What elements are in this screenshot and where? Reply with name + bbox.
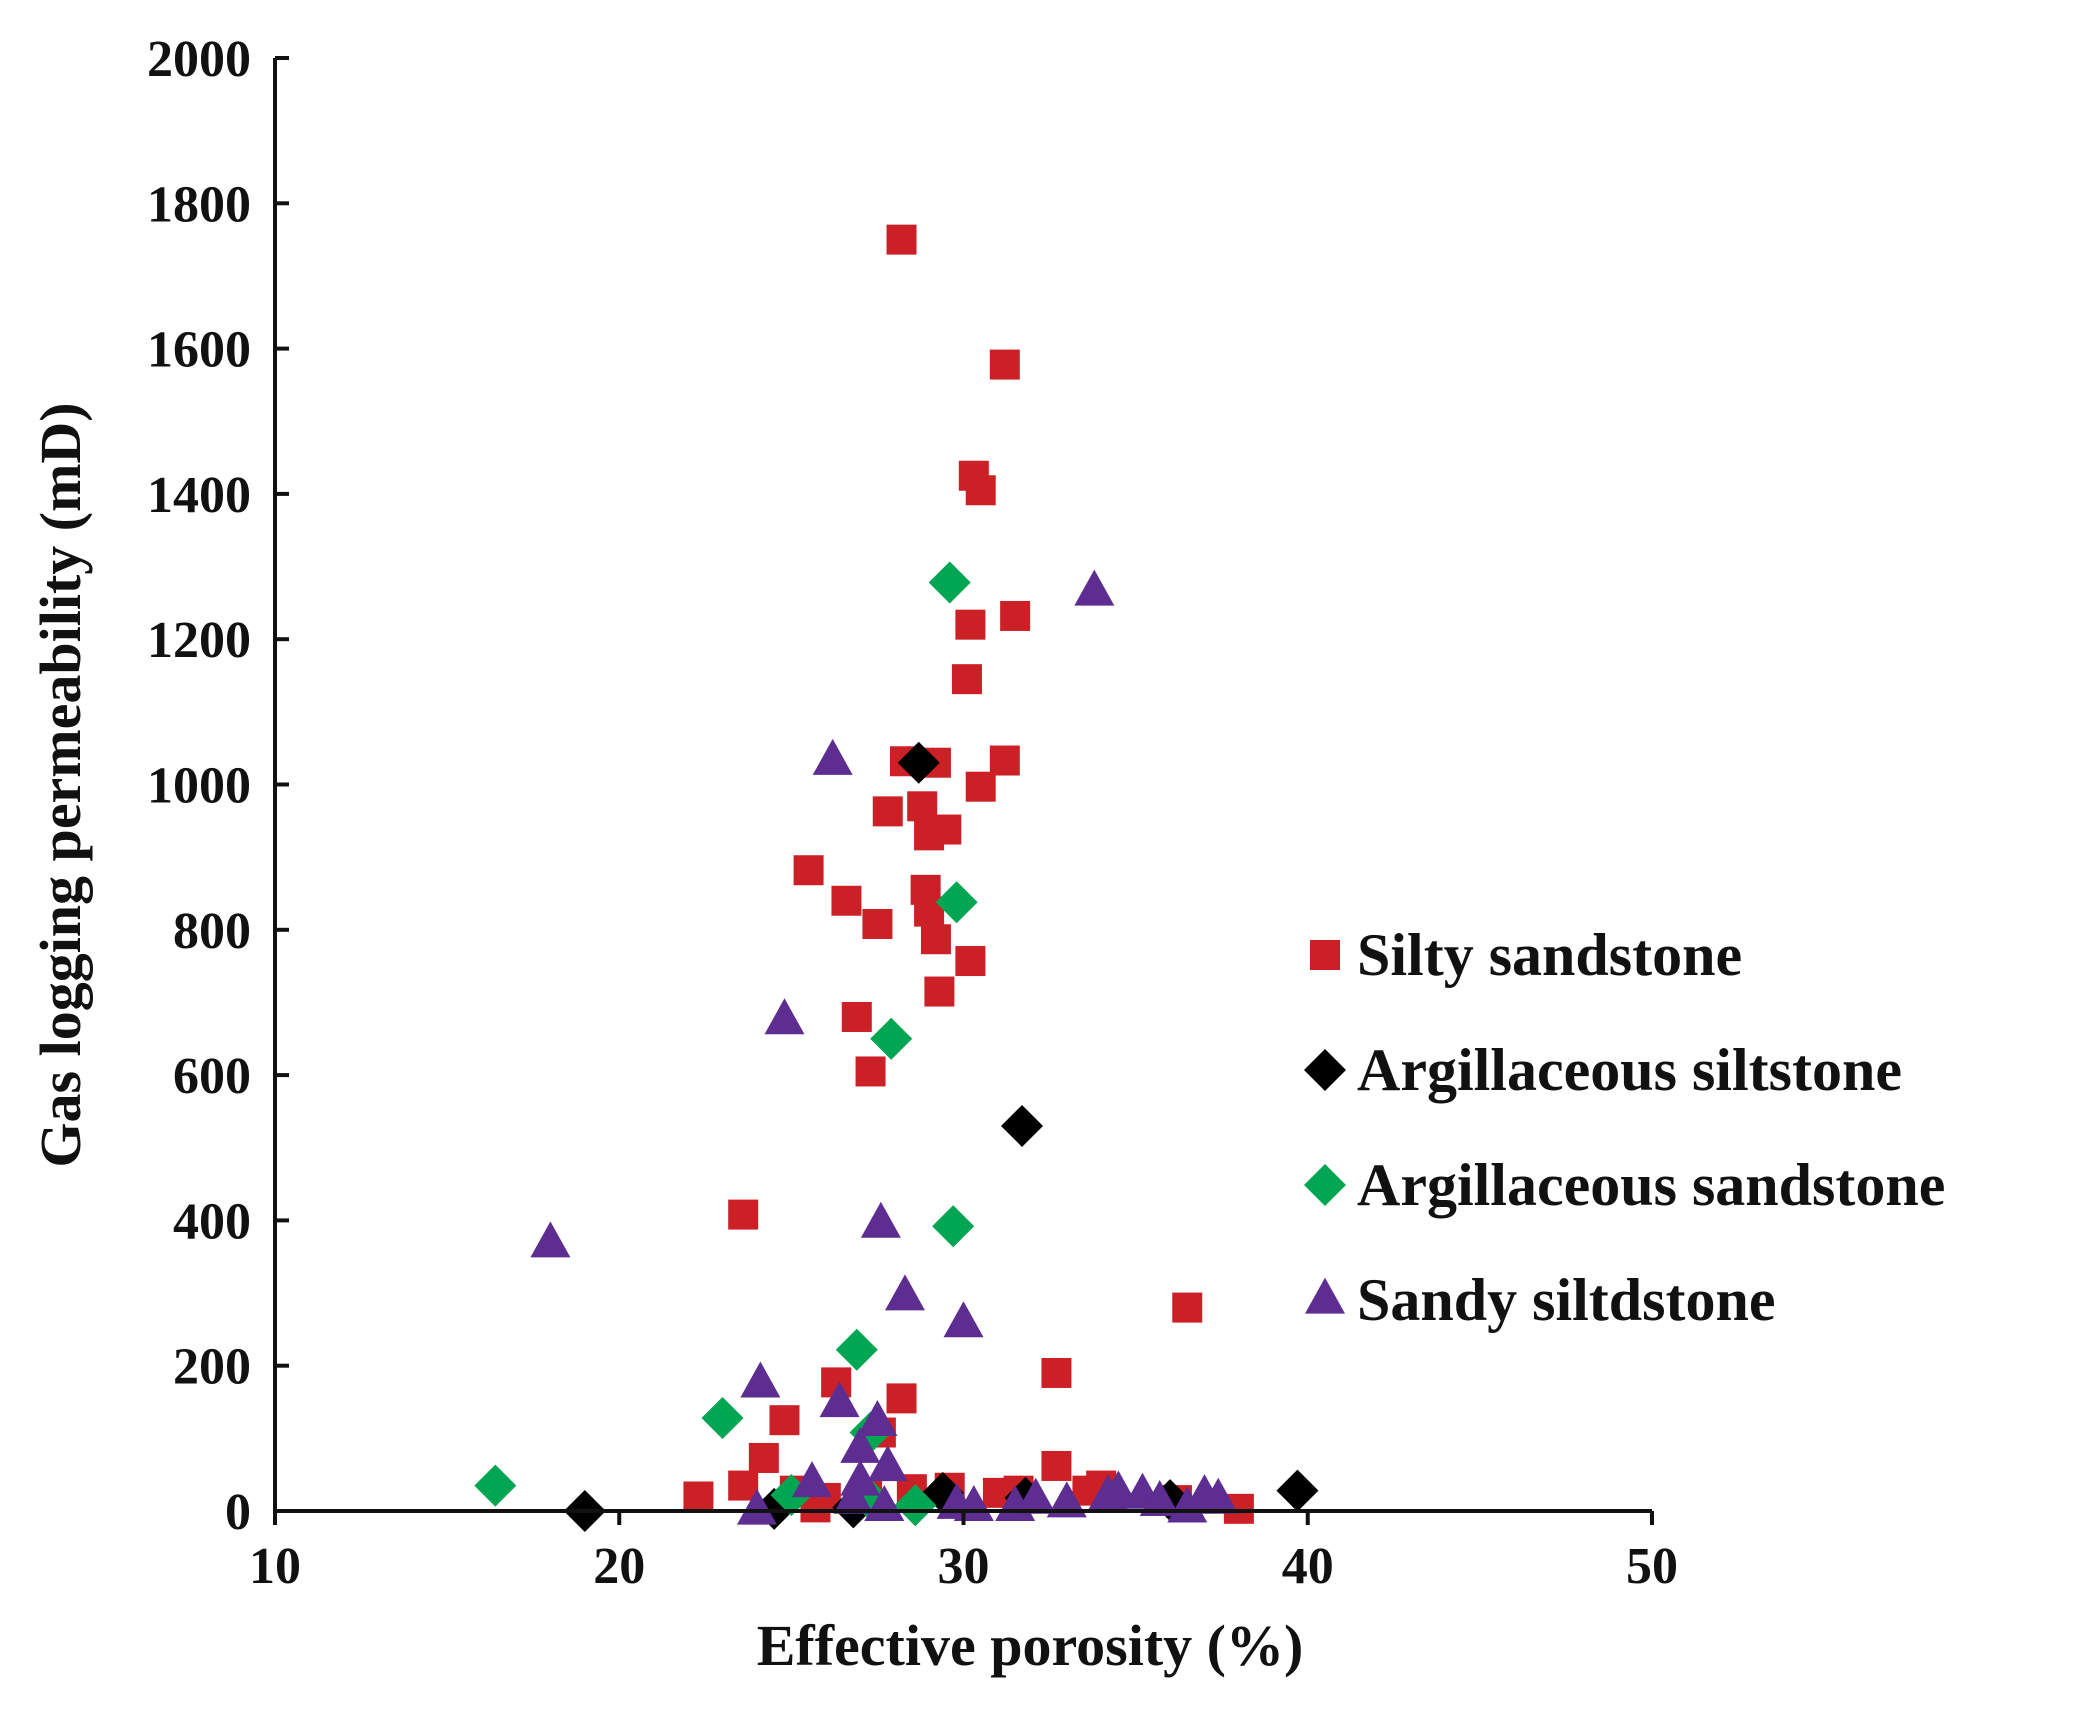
plot-area [474, 224, 1319, 1532]
data-point [965, 771, 996, 802]
data-point [955, 609, 986, 640]
data-point [855, 1056, 886, 1087]
y-tick-label: 1000 [147, 758, 251, 815]
data-point [812, 738, 853, 775]
data-point [793, 855, 824, 886]
data-point [894, 1484, 937, 1527]
data-point [1198, 1477, 1239, 1514]
data-point [870, 1017, 913, 1060]
data-point [769, 1405, 800, 1436]
legend-label: Argillaceous sandstone [1357, 1152, 1945, 1218]
data-point [1167, 1486, 1208, 1523]
x-tick-label: 40 [1282, 1538, 1334, 1595]
y-tick-label: 800 [173, 903, 251, 960]
data-point [928, 561, 971, 604]
data-point [1139, 1479, 1180, 1516]
data-point [683, 1481, 714, 1512]
legend-marker [1310, 940, 1340, 970]
data-point [792, 1461, 833, 1498]
data-point [935, 881, 978, 924]
data-point [1000, 600, 1031, 631]
y-tick-label: 400 [173, 1193, 251, 1250]
series-argillaceous-sandstone [474, 561, 978, 1527]
data-point [943, 1301, 984, 1338]
x-axis-title: Effective porosity (%) [757, 1613, 1304, 1678]
data-point [867, 1445, 908, 1482]
data-point [989, 349, 1020, 380]
y-tick-label: 1400 [147, 467, 251, 524]
data-point [831, 885, 862, 916]
data-point [740, 1361, 781, 1398]
legend-label: Silty sandstone [1357, 922, 1742, 988]
data-point [860, 1201, 901, 1238]
data-point [1046, 1481, 1087, 1518]
data-point [1074, 569, 1115, 606]
data-point [857, 1400, 898, 1437]
data-point [897, 741, 940, 784]
data-point [955, 946, 986, 977]
x-tick-label: 10 [249, 1538, 301, 1595]
data-point [1001, 1104, 1044, 1147]
legend-marker [1304, 1049, 1346, 1091]
data-point [764, 998, 805, 1035]
x-tick-label: 50 [1626, 1538, 1678, 1595]
data-point [841, 1001, 872, 1032]
data-point [736, 1488, 777, 1525]
x-tick-label: 20 [593, 1538, 645, 1595]
data-point [1015, 1477, 1056, 1514]
data-point [920, 924, 951, 955]
legend-label: Argillaceous siltstone [1357, 1037, 1902, 1103]
data-point [886, 224, 917, 255]
data-point [728, 1199, 759, 1230]
legend-item: Argillaceous sandstone [1304, 1152, 1945, 1218]
y-tick-label: 2000 [147, 31, 251, 88]
data-point [886, 1383, 917, 1414]
legend: Silty sandstone Argillaceous siltstone Arg… [1304, 922, 1945, 1333]
y-tick-label: 1600 [147, 322, 251, 379]
y-tick-label: 600 [173, 1048, 251, 1105]
legend-item: Argillaceous siltstone [1304, 1037, 1902, 1103]
y-tick-label: 200 [173, 1339, 251, 1396]
axis-ticks: 0 200 400 600 800 1000 1200 1400 1600 1800 2000 10 2… [147, 31, 1678, 1595]
y-tick-label: 1200 [147, 612, 251, 669]
data-point [932, 1205, 975, 1248]
data-point [1276, 1469, 1319, 1512]
data-point [833, 1477, 874, 1514]
data-point [1041, 1450, 1072, 1481]
data-point [914, 820, 945, 851]
legend-item: Silty sandstone [1310, 922, 1742, 988]
series-sandy-siltdstone [530, 569, 1239, 1525]
data-point [701, 1397, 744, 1440]
data-point [884, 1274, 925, 1311]
y-tick-label: 0 [225, 1484, 251, 1541]
legend-label: Sandy siltdstone [1357, 1267, 1775, 1333]
data-point [924, 976, 955, 1007]
data-point [1172, 1292, 1203, 1323]
data-point [1041, 1357, 1072, 1388]
legend-marker [1305, 1277, 1345, 1314]
data-point [989, 745, 1020, 776]
data-point [748, 1442, 779, 1473]
data-point [862, 908, 893, 939]
legend-item: Sandy siltdstone [1305, 1267, 1775, 1333]
data-point [951, 664, 982, 695]
data-point [872, 796, 903, 827]
data-point [835, 1328, 878, 1371]
data-point [474, 1464, 517, 1507]
y-axis-title: Gas logging permeability (mD) [28, 402, 93, 1167]
data-point [1098, 1470, 1139, 1507]
y-tick-label: 1800 [147, 176, 251, 233]
x-tick-label: 30 [938, 1538, 990, 1595]
data-point [819, 1381, 860, 1418]
data-point [840, 1426, 881, 1463]
series-argillaceous-siltstone [563, 741, 1319, 1532]
legend-marker [1304, 1164, 1346, 1206]
data-point [530, 1221, 571, 1258]
data-point [965, 475, 996, 506]
